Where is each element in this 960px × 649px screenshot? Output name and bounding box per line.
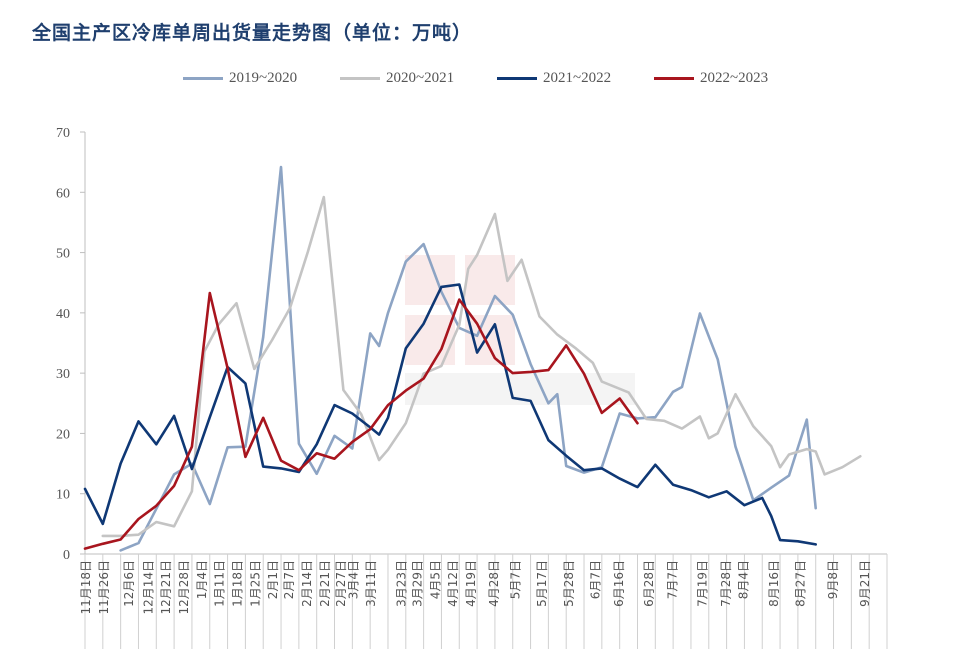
x-tick-label: 1月25日 [248, 560, 262, 607]
x-tick-label: 12月6日 [122, 560, 136, 607]
legend: 2019~2020 2020~2021 2021~2022 2022~2023 [0, 66, 960, 90]
x-tick-label: 2月27日 [334, 560, 348, 607]
x-tick-label: 6月7日 [589, 560, 603, 599]
x-tick-label: 7月19日 [696, 560, 710, 607]
x-tick-label: 1月11日 [213, 560, 227, 607]
legend-label: 2020~2021 [386, 69, 455, 86]
legend-swatch [340, 76, 380, 80]
x-tick-label: 9月21日 [858, 560, 872, 607]
x-tick-label: 7月7日 [665, 560, 679, 599]
x-tick-label: 4月12日 [446, 560, 460, 607]
series-line-2020-2021 [101, 195, 862, 538]
y-tick-label: 40 [56, 307, 70, 322]
x-tick-label: 5月17日 [535, 560, 549, 607]
legend-swatch [654, 76, 694, 80]
y-tick-label: 20 [56, 427, 70, 442]
x-tick-label: 12月21日 [159, 560, 173, 615]
x-tick-label: 1月4日 [195, 560, 209, 599]
x-tick-label: 6月28日 [642, 560, 656, 607]
y-tick-label: 60 [56, 186, 70, 201]
legend-item-2020-2021: 2020~2021 [340, 66, 454, 90]
x-tick-label: 1月18日 [230, 560, 244, 607]
x-tick-label: 5月28日 [562, 560, 576, 607]
legend-swatch [497, 76, 537, 80]
y-tick-label: 10 [56, 488, 70, 503]
x-tick-label: 11月26日 [97, 560, 111, 615]
x-tick-label: 3月4日 [346, 560, 360, 599]
x-tick-label: 2月21日 [318, 560, 332, 607]
x-tick-label: 2月14日 [300, 560, 314, 607]
y-tick-label: 30 [56, 367, 70, 382]
y-tick-label: 0 [63, 548, 70, 563]
y-tick-label: 70 [56, 126, 70, 141]
x-tick-label: 4月19日 [464, 560, 478, 607]
x-tick-label: 4月5日 [428, 560, 442, 599]
legend-item-2019-2020: 2019~2020 [183, 66, 297, 90]
legend-item-2021-2022: 2021~2022 [497, 66, 611, 90]
x-tick-label: 3月11日 [364, 560, 378, 607]
x-tick-label: 5月7日 [509, 560, 523, 599]
x-tick-label: 6月16日 [612, 560, 626, 607]
series-line-2022-2023 [83, 291, 639, 550]
series-line-2021-2022 [83, 283, 817, 546]
x-tick-label: 4月28日 [487, 560, 501, 607]
chart-title: 全国主产区冷库单周出货量走势图（单位：万吨） [32, 22, 473, 44]
x-tick-label: 12月28日 [177, 560, 191, 615]
x-tick-label: 2月1日 [266, 560, 280, 599]
x-tick-label: 8月16日 [767, 560, 781, 607]
series-line-2019-2020 [119, 165, 817, 552]
x-tick-label: 2月7日 [282, 560, 296, 599]
legend-swatch [183, 76, 223, 80]
x-tick-label: 8月27日 [794, 560, 808, 607]
y-tick-label: 50 [56, 247, 70, 262]
x-tick-label: 3月29日 [410, 560, 424, 607]
legend-label: 2022~2023 [700, 69, 769, 86]
x-tick-label: 7月28日 [719, 560, 733, 607]
legend-label: 2019~2020 [229, 69, 298, 86]
legend-item-2022-2023: 2022~2023 [654, 66, 768, 90]
x-tick-label: 9月8日 [826, 560, 840, 599]
x-tick-label: 8月4日 [737, 560, 751, 599]
x-tick-label: 3月23日 [394, 560, 408, 607]
legend-label: 2021~2022 [543, 69, 612, 86]
x-tick-label: 11月18日 [79, 560, 93, 615]
x-tick-label: 12月14日 [141, 560, 155, 615]
